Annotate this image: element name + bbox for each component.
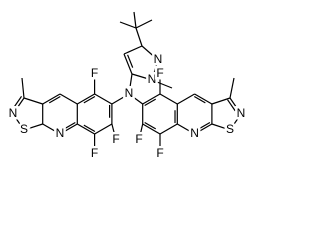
bond <box>123 53 133 75</box>
bond <box>76 93 95 105</box>
atom-label: F <box>156 66 163 80</box>
bond <box>176 123 195 135</box>
bond <box>141 45 159 61</box>
double-bond <box>83 124 96 133</box>
bond <box>12 97 25 115</box>
bond <box>42 93 61 105</box>
bond <box>128 93 144 105</box>
bond <box>21 77 25 99</box>
bond <box>135 27 143 47</box>
double-bond <box>63 121 76 130</box>
atom-label: F <box>91 146 98 160</box>
double-bond <box>13 95 23 108</box>
atom-label: F <box>156 146 163 160</box>
bond <box>133 11 137 29</box>
atom-label: F <box>91 66 98 80</box>
double-bond <box>227 99 236 112</box>
atom-label: N <box>56 126 65 140</box>
bond <box>159 93 178 105</box>
double-bond <box>193 95 206 104</box>
bond <box>194 123 213 135</box>
bond <box>12 113 25 131</box>
bond <box>119 21 137 29</box>
bond <box>94 93 113 105</box>
double-bond <box>83 95 96 104</box>
atom-label: N <box>125 86 134 100</box>
bond <box>94 123 113 135</box>
bond <box>194 93 213 105</box>
bond <box>159 123 178 135</box>
double-bond <box>48 95 61 104</box>
bond <box>151 59 159 81</box>
bond <box>142 93 161 105</box>
atom-label: N <box>237 106 246 120</box>
bond <box>23 97 43 105</box>
bond <box>135 19 153 29</box>
bond <box>138 123 144 141</box>
bond <box>76 123 95 135</box>
bond <box>42 123 61 135</box>
atom-label: F <box>135 132 142 146</box>
bond <box>176 93 195 105</box>
bond <box>211 123 231 131</box>
bond <box>111 93 130 105</box>
bond <box>128 73 133 95</box>
bond <box>59 123 78 135</box>
double-bond <box>198 121 211 130</box>
double-bond <box>144 121 157 130</box>
atom-label: N <box>148 72 157 86</box>
atom-label: N <box>9 106 18 120</box>
bond <box>229 113 242 131</box>
atom-label: S <box>20 122 28 136</box>
bond <box>131 73 153 81</box>
double-bond <box>127 54 134 68</box>
bond <box>151 79 173 89</box>
bond <box>123 45 143 55</box>
bonds <box>12 11 242 154</box>
atom-label: S <box>226 122 234 136</box>
bond <box>229 97 242 115</box>
bond <box>142 123 161 135</box>
double-bond <box>144 98 157 107</box>
bond <box>229 77 235 99</box>
bond <box>111 123 117 141</box>
bond <box>211 97 231 105</box>
bond <box>59 93 78 105</box>
atom-label: N <box>190 126 199 140</box>
bond <box>23 123 43 131</box>
atom-label: N <box>154 52 163 66</box>
atom-label: F <box>112 132 119 146</box>
